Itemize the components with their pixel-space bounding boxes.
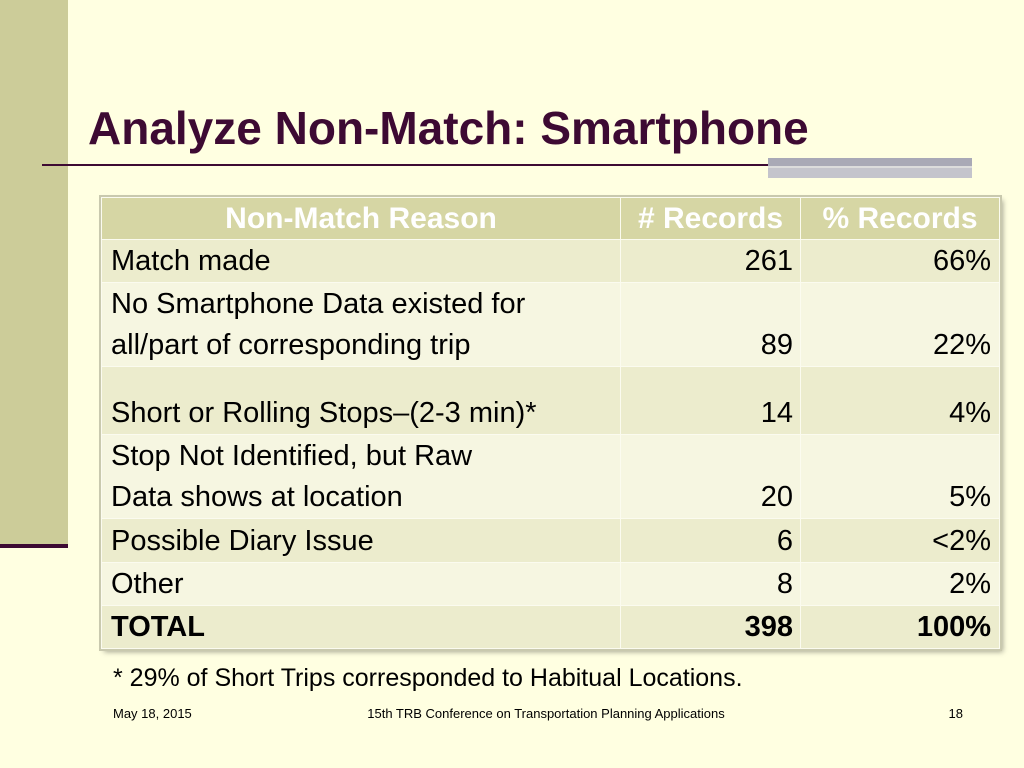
row-reason: No Smartphone Data existed for all/part … (101, 282, 621, 367)
left-accent-strip (0, 0, 68, 544)
row-reason: Stop Not Identified, but Raw Data shows … (101, 434, 621, 519)
row-records: 89 (620, 282, 801, 367)
table-row: Short or Rolling Stops–(2-3 min)* 14 4% (101, 366, 1000, 435)
slide-title: Analyze Non-Match: Smartphone (88, 102, 809, 154)
row-reason: Other (101, 562, 621, 606)
title-underline (42, 164, 769, 166)
slide-number: 18 (948, 706, 963, 721)
row-records: 20 (620, 434, 801, 519)
table-row: Stop Not Identified, but Raw Data shows … (101, 434, 1000, 519)
table-row: Match made 261 66% (101, 239, 1000, 283)
row-percent: 5% (800, 434, 1000, 519)
table-total-row: TOTAL 398 100% (101, 605, 1000, 649)
row-percent: 22% (800, 282, 1000, 367)
table-footnote: * 29% of Short Trips corresponded to Hab… (113, 664, 743, 692)
table-row: Possible Diary Issue 6 <2% (101, 518, 1000, 563)
total-records: 398 (620, 605, 801, 649)
table-row: No Smartphone Data existed for all/part … (101, 282, 1000, 367)
total-label: TOTAL (101, 605, 621, 649)
non-match-table: Non-Match Reason # Records % Records Mat… (101, 197, 1000, 649)
footer-date: May 18, 2015 (113, 706, 192, 721)
row-records: 261 (620, 239, 801, 283)
table-header-row: Non-Match Reason # Records % Records (101, 197, 1000, 240)
row-percent: 4% (800, 366, 1000, 435)
row-reason: Possible Diary Issue (101, 518, 621, 563)
table-row: Other 8 2% (101, 562, 1000, 606)
row-records: 6 (620, 518, 801, 563)
row-records: 8 (620, 562, 801, 606)
header-percent: % Records (800, 197, 1000, 240)
row-reason: Short or Rolling Stops–(2-3 min)* (101, 366, 621, 435)
total-percent: 100% (800, 605, 1000, 649)
row-percent: <2% (800, 518, 1000, 563)
row-percent: 2% (800, 562, 1000, 606)
row-records: 14 (620, 366, 801, 435)
header-records: # Records (620, 197, 801, 240)
header-reason: Non-Match Reason (101, 197, 621, 240)
row-reason: Match made (101, 239, 621, 283)
title-underline-bar (768, 158, 972, 178)
footer-conference: 15th TRB Conference on Transportation Pl… (367, 706, 725, 721)
row-percent: 66% (800, 239, 1000, 283)
left-accent-rule (0, 544, 68, 548)
